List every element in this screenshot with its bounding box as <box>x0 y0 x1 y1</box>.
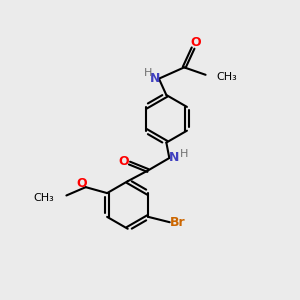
Text: Br: Br <box>170 216 186 229</box>
Text: H: H <box>143 68 152 78</box>
Text: O: O <box>77 177 88 190</box>
Text: N: N <box>150 72 161 85</box>
Text: CH₃: CH₃ <box>217 72 238 82</box>
Text: H: H <box>179 149 188 160</box>
Text: O: O <box>119 155 130 168</box>
Text: N: N <box>169 151 179 164</box>
Text: O: O <box>190 36 201 49</box>
Text: CH₃: CH₃ <box>34 194 55 203</box>
